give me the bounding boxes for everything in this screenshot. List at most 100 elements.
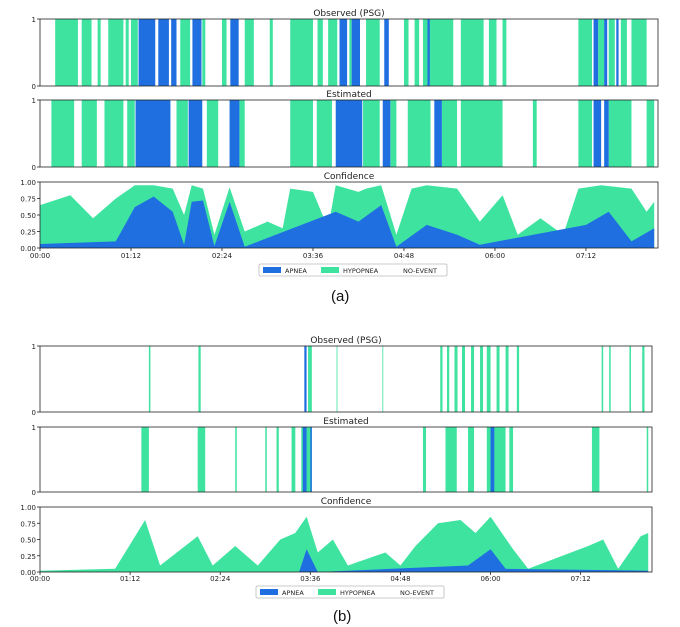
subplot-title: Confidence	[324, 172, 375, 182]
x-tick-label: 02:24	[210, 575, 231, 583]
hypopnea-event-bar	[276, 427, 279, 492]
hypopnea-event-bar	[441, 100, 458, 167]
hypopnea-event-bar	[440, 346, 443, 412]
apnea-event-bar	[593, 100, 602, 167]
subplot-title: Observed (PSG)	[313, 9, 384, 19]
y-tick-label: 0	[32, 489, 36, 497]
hypopnea-event-bar	[480, 346, 484, 412]
hypopnea-event-bar	[578, 19, 593, 86]
hypopnea-event-bar	[130, 19, 138, 86]
axes-frame	[39, 426, 653, 493]
apnea-confidence-area	[40, 549, 649, 572]
apnea-event-bar	[138, 19, 156, 86]
apnea-event-bar	[604, 100, 609, 167]
y-tick-label: 1.00	[20, 179, 36, 187]
y-tick-label: 0.50	[20, 537, 36, 545]
hypopnea-event-bar	[235, 427, 237, 492]
legend-swatch	[318, 589, 336, 595]
subplot-title: Confidence	[321, 497, 372, 507]
hypopnea-event-bar	[290, 100, 313, 167]
apnea-event-bar	[434, 100, 442, 167]
hypopnea-event-bar	[108, 19, 124, 86]
hypopnea-event-bar	[390, 100, 397, 167]
apnea-event-bar	[229, 100, 240, 167]
x-tick-label: 06:00	[480, 575, 500, 583]
apnea-event-bar	[304, 346, 307, 412]
caption-b: (b)	[333, 608, 352, 625]
legend-swatch	[378, 589, 396, 595]
hypopnea-event-bar	[141, 427, 149, 492]
hypopnea-event-bar	[460, 19, 484, 86]
legend-label: APNEA	[285, 267, 307, 275]
apnea-event-bar	[490, 427, 495, 492]
hypopnea-event-bar	[608, 19, 615, 86]
hypopnea-event-bar	[445, 427, 457, 492]
hypopnea-event-bar	[197, 427, 206, 492]
apnea-event-bar	[351, 19, 360, 86]
x-tick-label: 03:36	[303, 252, 324, 260]
legend-swatch	[263, 267, 281, 273]
plot-area	[40, 346, 652, 412]
hypopnea-event-bar	[55, 19, 78, 86]
hypopnea-event-bar	[221, 19, 227, 86]
apnea-event-bar	[616, 19, 619, 86]
hypopnea-event-bar	[471, 346, 475, 412]
hypopnea-event-bar	[317, 19, 323, 86]
hypopnea-event-bar	[609, 346, 611, 412]
legend-swatch	[381, 267, 399, 273]
hypopnea-event-bar	[468, 427, 475, 492]
y-tick-label: 1.00	[20, 504, 36, 512]
x-tick-label: 02:24	[212, 252, 233, 260]
hypopnea-event-bar	[516, 346, 520, 412]
hypopnea-event-bar	[591, 427, 600, 492]
hypopnea-event-bar	[176, 100, 188, 167]
hypopnea-event-bar	[414, 19, 420, 86]
apnea-event-bar	[593, 19, 599, 86]
hypopnea-event-bar	[486, 346, 491, 412]
apnea-event-bar	[188, 100, 203, 167]
apnea-event-bar	[339, 19, 348, 86]
legend-swatch	[321, 267, 339, 273]
apnea-confidence-area	[40, 196, 655, 248]
x-tick-label: 01:12	[120, 575, 140, 583]
hypopnea-event-bar	[265, 427, 267, 492]
hypopnea-event-bar	[206, 100, 219, 167]
legend	[255, 585, 445, 599]
apnea-event-bar	[335, 100, 363, 167]
hypopnea-event-bar	[629, 346, 631, 412]
x-tick-label: 00:00	[30, 252, 50, 260]
legend-label: HYPOPNEA	[343, 267, 379, 275]
y-tick-label: 1	[32, 424, 36, 432]
hypopnea-event-bar	[631, 19, 647, 86]
subplot-title: Estimated	[326, 90, 371, 100]
apnea-event-bar	[230, 19, 239, 86]
y-tick-label: 0.00	[20, 569, 36, 577]
hypopnea-event-bar	[366, 19, 380, 86]
hypopnea-event-bar	[422, 427, 426, 492]
y-tick-label: 1	[32, 343, 36, 351]
apnea-event-bar	[427, 19, 430, 86]
hypopnea-event-bar	[104, 100, 124, 167]
hypopnea-event-bar	[460, 100, 503, 167]
hypopnea-event-bar	[620, 19, 627, 86]
subplot-title: Observed (PSG)	[310, 336, 381, 346]
hypopnea-event-bar	[454, 346, 458, 412]
x-tick-label: 04:48	[394, 252, 414, 260]
hypopnea-event-bar	[509, 427, 514, 492]
hypopnea-event-bar	[363, 100, 380, 167]
hypopnea-event-bar	[97, 19, 101, 86]
hypopnea-event-bar	[403, 19, 409, 86]
axes-frame	[39, 345, 653, 413]
hypopnea-event-bar	[496, 346, 500, 412]
apnea-event-bar	[196, 19, 202, 86]
apnea-event-bar	[382, 100, 391, 167]
y-tick-label: 1	[32, 16, 36, 24]
hypopnea-event-bar	[202, 19, 206, 86]
legend-label: HYPOPNEA	[340, 589, 376, 597]
y-tick-label: 0	[32, 164, 36, 172]
hypopnea-event-bar	[328, 19, 338, 86]
hypopnea-event-bar	[446, 346, 450, 412]
hypopnea-event-bar	[81, 19, 92, 86]
hypopnea-event-bar	[148, 346, 151, 412]
